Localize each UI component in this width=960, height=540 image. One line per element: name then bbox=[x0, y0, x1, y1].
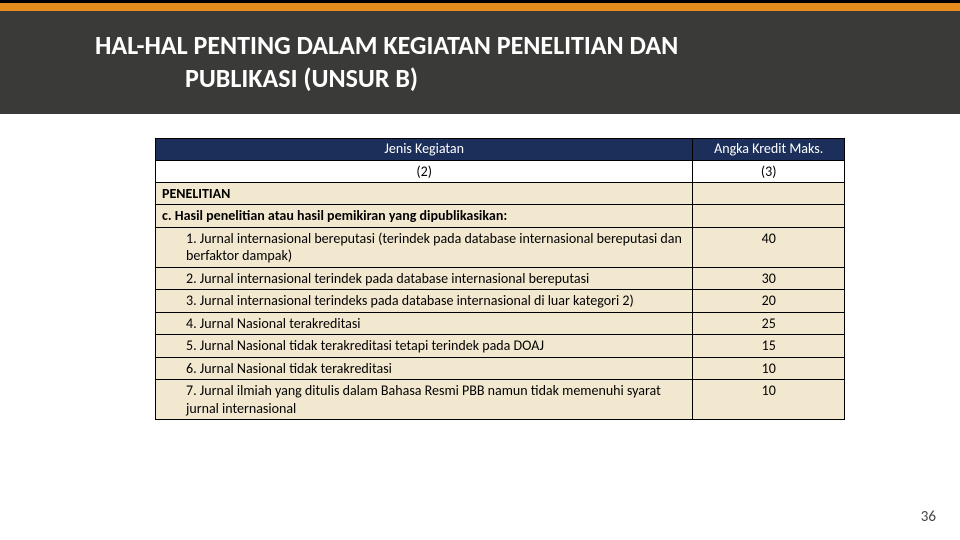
col-header-activity: Jenis Kegiatan bbox=[156, 139, 693, 161]
table-container: Jenis Kegiatan Angka Kredit Maks. (2) (3… bbox=[0, 114, 960, 420]
section-title-credit bbox=[693, 182, 845, 205]
slide-title: HAL-HAL PENTING DALAM KEGIATAN PENELITIA… bbox=[0, 11, 960, 114]
intro-row: c. Hasil penelitian atau hasil pemikiran… bbox=[156, 205, 845, 228]
title-line-1: HAL-HAL PENTING DALAM KEGIATAN PENELITIA… bbox=[95, 29, 678, 61]
intro-cell: c. Hasil penelitian atau hasil pemikiran… bbox=[156, 205, 693, 228]
activity-cell: 6. Jurnal Nasional tidak terakreditasi bbox=[156, 357, 693, 380]
activity-cell: 5. Jurnal Nasional tidak terakreditasi t… bbox=[156, 335, 693, 358]
credit-cell: 40 bbox=[693, 227, 845, 267]
col-header-credit: Angka Kredit Maks. bbox=[693, 139, 845, 161]
table-row: 6. Jurnal Nasional tidak terakreditasi 1… bbox=[156, 357, 845, 380]
header-dark-bg: HAL-HAL PENTING DALAM KEGIATAN PENELITIA… bbox=[0, 0, 960, 114]
table-row: 7. Jurnal ilmiah yang ditulis dalam Baha… bbox=[156, 380, 845, 420]
table-row: 3. Jurnal internasional terindeks pada d… bbox=[156, 290, 845, 313]
subheader-activity: (2) bbox=[156, 160, 693, 182]
credit-cell: 30 bbox=[693, 267, 845, 290]
subheader-row: (2) (3) bbox=[156, 160, 845, 182]
slide-number: 36 bbox=[921, 508, 936, 526]
credit-cell: 25 bbox=[693, 312, 845, 335]
table-row: 4. Jurnal Nasional terakreditasi 25 bbox=[156, 312, 845, 335]
activity-cell: 3. Jurnal internasional terindeks pada d… bbox=[156, 290, 693, 313]
table-row: 2. Jurnal internasional terindek pada da… bbox=[156, 267, 845, 290]
activity-cell: 4. Jurnal Nasional terakreditasi bbox=[156, 312, 693, 335]
activity-cell: 7. Jurnal ilmiah yang ditulis dalam Baha… bbox=[156, 380, 693, 420]
title-line-2: PUBLIKASI (UNSUR B) bbox=[95, 62, 418, 95]
section-title-row: PENELITIAN bbox=[156, 182, 845, 205]
activity-cell: 1. Jurnal internasional bereputasi (teri… bbox=[156, 227, 693, 267]
credit-cell: 10 bbox=[693, 380, 845, 420]
credit-table: Jenis Kegiatan Angka Kredit Maks. (2) (3… bbox=[155, 138, 845, 420]
credit-cell: 10 bbox=[693, 357, 845, 380]
credit-cell: 20 bbox=[693, 290, 845, 313]
orange-accent-bar bbox=[0, 3, 960, 11]
credit-cell: 15 bbox=[693, 335, 845, 358]
activity-cell: 2. Jurnal internasional terindek pada da… bbox=[156, 267, 693, 290]
intro-credit bbox=[693, 205, 845, 228]
section-title-cell: PENELITIAN bbox=[156, 182, 693, 205]
table-row: 5. Jurnal Nasional tidak terakreditasi t… bbox=[156, 335, 845, 358]
table-row: 1. Jurnal internasional bereputasi (teri… bbox=[156, 227, 845, 267]
subheader-credit: (3) bbox=[693, 160, 845, 182]
